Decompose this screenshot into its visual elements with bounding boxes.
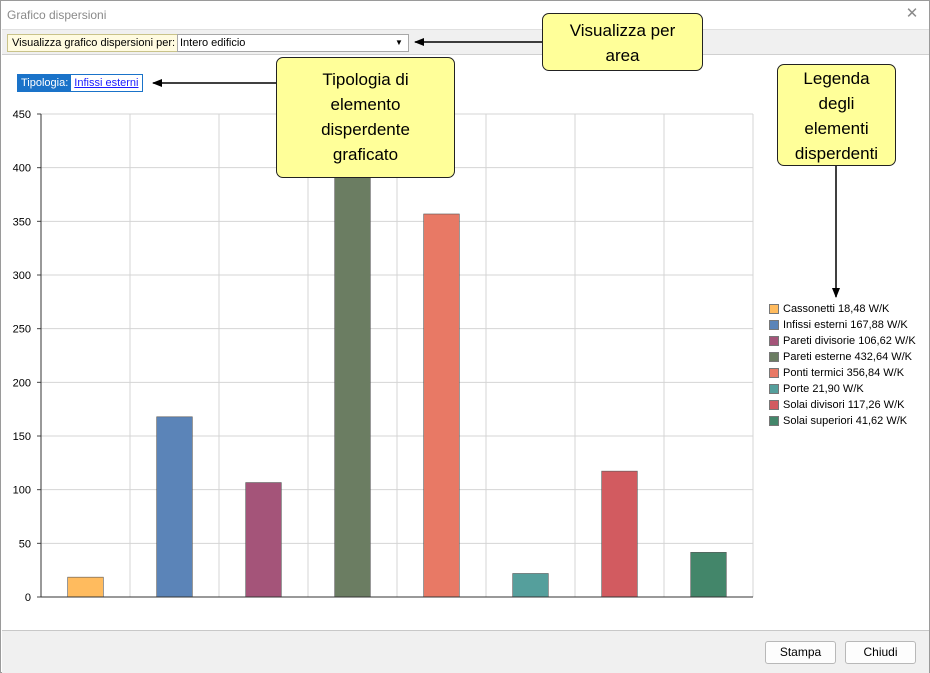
callout-tipologia-line: Tipologia di (322, 70, 409, 89)
callout-legenda-line: elementi (804, 119, 869, 138)
bar-solai-divisori (601, 470, 638, 598)
area-select-value: Intero edificio (180, 37, 246, 49)
tipologia-label: Tipologia: (18, 75, 72, 91)
legend-label: Pareti esterne 432,64 W/K (783, 351, 913, 363)
legend-label: Cassonetti 18,48 W/K (783, 303, 890, 315)
bar-infissi-esterni (156, 416, 193, 598)
y-tick-label: 350 (13, 216, 31, 228)
legend-label: Porte 21,90 W/K (783, 383, 864, 395)
y-tick-label: 100 (13, 485, 31, 497)
legend-label: Ponti termici 356,84 W/K (783, 367, 905, 379)
bar-pareti-divisorie (245, 482, 282, 598)
legend-item: Pareti esterne 432,64 W/K (769, 349, 929, 365)
bar-cassonetti (67, 576, 104, 598)
callout-area-line: area (605, 46, 640, 65)
callout-legenda-line: disperdenti (794, 144, 879, 163)
close-icon[interactable]: ✕ (905, 5, 919, 22)
legend-item: Cassonetti 18,48 W/K (769, 301, 929, 317)
bar-solai-superiori (690, 552, 727, 598)
bar-pareti-esterne (334, 132, 371, 598)
legend-item: Solai divisori 117,26 W/K (769, 397, 929, 413)
view-by-label: Visualizza grafico dispersioni per: (7, 34, 181, 52)
y-tick-label: 450 (13, 109, 31, 121)
chevron-down-icon[interactable]: ▼ (395, 38, 403, 47)
close-button[interactable]: Chiudi (845, 641, 916, 664)
legend-swatch (769, 368, 779, 378)
y-tick-label: 250 (13, 324, 31, 336)
y-tick-label: 150 (13, 431, 31, 443)
legend-label: Solai divisori 117,26 W/K (783, 399, 905, 411)
callout-area: Visualizza per area (542, 13, 703, 71)
legend-swatch (769, 304, 779, 314)
callout-tipologia-line: graficato (332, 145, 399, 164)
y-tick-label: 300 (13, 270, 31, 282)
legend-swatch (769, 384, 779, 394)
legend-swatch (769, 416, 779, 426)
callout-legenda-line: Legenda (803, 69, 870, 88)
legend-item: Pareti divisorie 106,62 W/K (769, 333, 929, 349)
legend-label: Infissi esterni 167,88 W/K (783, 319, 908, 331)
legend-item: Ponti termici 356,84 W/K (769, 365, 929, 381)
legend-label: Solai superiori 41,62 W/K (783, 415, 908, 427)
window-title: Grafico dispersioni (7, 8, 107, 22)
y-tick-label: 200 (13, 377, 31, 389)
callout-tipologia-line: disperdente (321, 120, 410, 139)
bar-porte (512, 573, 549, 598)
callout-tipologia-line: elemento (330, 95, 401, 114)
footer: Stampa Chiudi (2, 631, 929, 673)
legend-item: Solai superiori 41,62 W/K (769, 413, 929, 429)
callout-area-line: Visualizza per (569, 21, 676, 40)
legend-item: Infissi esterni 167,88 W/K (769, 317, 929, 333)
callout-tipologia: Tipologia di elemento disperdente grafic… (276, 57, 455, 178)
tipologia-link[interactable]: Infissi esterni (71, 75, 142, 91)
legend-swatch (769, 400, 779, 410)
legend-swatch (769, 320, 779, 330)
y-tick-label: 0 (25, 592, 31, 604)
bar-ponti-termici (423, 213, 460, 598)
legend-item: Porte 21,90 W/K (769, 381, 929, 397)
area-select[interactable]: Intero edificio ▼ (177, 34, 409, 52)
tipologia-selector: Tipologia: Infissi esterni (17, 74, 143, 92)
title-bar: Grafico dispersioni ✕ (1, 1, 929, 29)
legend-label: Pareti divisorie 106,62 W/K (783, 335, 916, 347)
legend-swatch (769, 352, 779, 362)
y-tick-label: 400 (13, 163, 31, 175)
legend-swatch (769, 336, 779, 346)
y-tick-label: 50 (19, 538, 31, 550)
callout-legenda: Legenda degli elementi disperdenti (777, 64, 896, 166)
callout-legenda-line: degli (818, 94, 855, 113)
chart-legend: Cassonetti 18,48 W/K Infissi esterni 167,… (769, 301, 929, 429)
toolbar: Visualizza grafico dispersioni per: Inte… (2, 29, 929, 55)
print-button[interactable]: Stampa (765, 641, 836, 664)
